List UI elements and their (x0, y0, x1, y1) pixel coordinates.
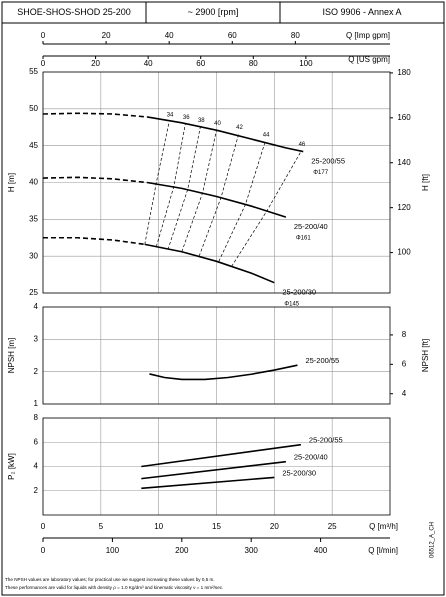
x-tick-label: 15 (212, 522, 221, 531)
curve-label: 25-200/55 (311, 157, 345, 166)
x-tick-label: 25 (328, 522, 337, 531)
iso-efficiency-line (144, 122, 170, 245)
note: The NPSH values are laboratory values; f… (5, 577, 215, 582)
y2-tick-label: 160 (397, 113, 411, 122)
axis-label: Q [US gpm] (348, 55, 390, 64)
iso-line-label: 34 (167, 113, 174, 119)
header-model: SHOE-SHOS-SHOD 25-200 (17, 7, 131, 17)
y-axis-label: P₂ [kW] (7, 453, 16, 480)
x-tick-label: 40 (144, 59, 153, 68)
y-tick-label: 1 (34, 399, 39, 408)
y2-tick-label: 120 (397, 203, 411, 212)
y2-tick-label: 140 (397, 158, 411, 167)
axis-label: Q [m³/h] (369, 522, 398, 531)
y-tick-label: 25 (29, 288, 38, 297)
y-axis-label: NPSH [m] (7, 338, 16, 374)
curve (144, 243, 275, 284)
y-tick-label: 6 (34, 437, 39, 446)
iso-efficiency-line (198, 134, 239, 257)
curve (141, 476, 275, 490)
curve (42, 112, 148, 118)
y-tick-label: 3 (34, 334, 39, 343)
y-tick-label: 2 (34, 486, 39, 495)
x-tick-label: 80 (291, 31, 300, 40)
curve-label: 25-200/30 (282, 468, 316, 477)
y-tick-label: 40 (29, 178, 38, 187)
header-box (1, 1, 445, 24)
plot-frame (42, 306, 391, 405)
iso-line-label: 40 (214, 121, 221, 127)
x-tick-label: 20 (102, 31, 111, 40)
x-tick-label: 100 (299, 59, 313, 68)
y-tick-label: 2 (34, 367, 39, 376)
y-tick-label: 8 (34, 413, 39, 422)
y-tick-label: 30 (29, 251, 38, 260)
y-tick-label: 35 (29, 214, 38, 223)
iso-line-label: 44 (263, 133, 270, 139)
curve (146, 116, 304, 153)
x-tick-label: 20 (91, 59, 100, 68)
header-speed: ~ 2900 [rpm] (188, 7, 239, 17)
x-tick-label: 5 (99, 522, 104, 531)
y2-tick-label: 100 (397, 248, 411, 257)
curve-diameter: Φ177 (313, 170, 328, 176)
x-tick-label: 0 (41, 546, 46, 555)
y-tick-label: 4 (34, 302, 39, 311)
note: These performances are valid for liquids… (5, 585, 223, 590)
curve-label: 25-200/40 (294, 222, 328, 231)
y2-axis-label: NPSH [ft] (421, 339, 430, 372)
y-tick-label: 45 (29, 141, 38, 150)
x-tick-label: 60 (228, 31, 237, 40)
curve-label: 25-200/40 (294, 453, 328, 462)
y-tick-label: 50 (29, 104, 38, 113)
curve (42, 176, 148, 184)
curve-label: 25-200/55 (305, 356, 339, 365)
axis-label: Q [Imp gpm] (346, 31, 390, 40)
curve (146, 181, 287, 218)
y2-tick-label: 4 (402, 389, 407, 398)
curve (141, 460, 286, 480)
drawing-code: 06512_A_CH (430, 522, 436, 558)
y-tick-label: 55 (29, 67, 38, 76)
x-tick-label: 100 (106, 546, 120, 555)
x-tick-label: 20 (270, 522, 279, 531)
plot-frame (42, 417, 391, 516)
curve-diameter: Φ145 (284, 301, 299, 307)
plot-frame (42, 71, 391, 294)
curve (43, 236, 145, 246)
curve (149, 364, 298, 381)
x-tick-label: 80 (249, 59, 258, 68)
y2-tick-label: 6 (402, 359, 407, 368)
x-tick-label: 10 (154, 522, 163, 531)
x-tick-label: 0 (41, 522, 46, 531)
curve-label: 25-200/30 (282, 288, 316, 297)
iso-line-label: 38 (198, 118, 205, 124)
x-tick-label: 60 (196, 59, 205, 68)
y2-tick-label: 180 (397, 68, 411, 77)
header-standard: ISO 9906 - Annex A (322, 7, 401, 17)
x-tick-label: 40 (165, 31, 174, 40)
x-tick-label: 200 (175, 546, 189, 555)
x-tick-label: 0 (41, 59, 46, 68)
x-tick-label: 0 (41, 31, 46, 40)
curve-diameter: Φ161 (296, 236, 311, 242)
x-tick-label: 400 (314, 546, 328, 555)
iso-efficiency-line (218, 141, 266, 262)
y-axis-label: H [m] (7, 173, 16, 192)
curve (141, 443, 302, 468)
curve-label: 25-200/55 (309, 436, 343, 445)
iso-efficiency-line (231, 151, 302, 267)
iso-line-label: 36 (183, 115, 190, 121)
y-tick-label: 4 (34, 462, 39, 471)
iso-line-label: 42 (236, 125, 243, 131)
iso-line-label: 46 (299, 142, 306, 148)
x-tick-label: 300 (245, 546, 259, 555)
y2-axis-label: H [ft] (421, 174, 430, 191)
axis-label: Q [l/min] (368, 546, 398, 555)
y2-tick-label: 8 (402, 330, 407, 339)
